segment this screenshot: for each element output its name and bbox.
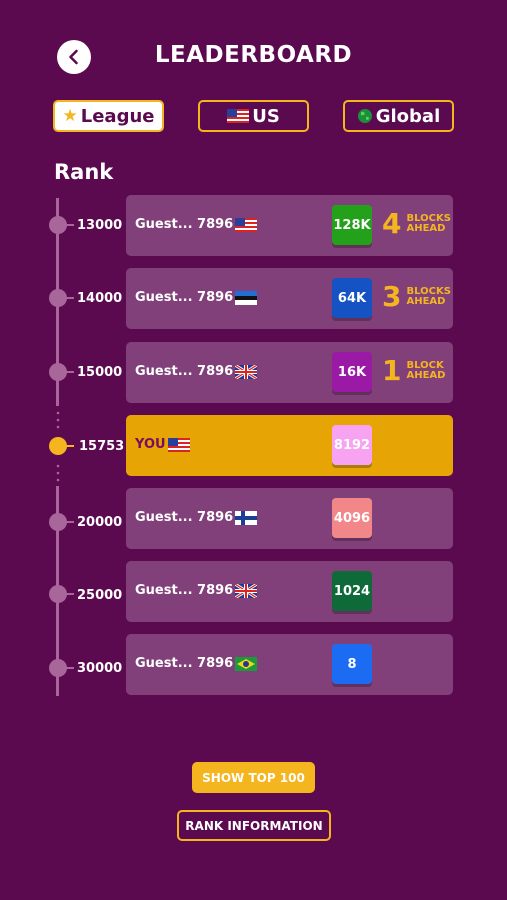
rank-number: 15000: [77, 365, 123, 380]
timeline-tick: [64, 593, 74, 595]
ahead-count: 4: [382, 207, 402, 240]
player-name: Guest... 7896: [135, 583, 258, 598]
player-name: Guest... 7896: [135, 217, 258, 232]
us-flag-icon: [235, 217, 258, 232]
player-label: Guest... 7896: [135, 290, 234, 305]
finland-flag-icon: [235, 510, 258, 525]
tab-label: US: [252, 105, 280, 127]
rank-number: 20000: [77, 515, 123, 530]
player-label: Guest... 7896: [135, 364, 234, 379]
timeline-dot: [49, 289, 67, 307]
score-block: 8: [332, 644, 372, 684]
player-name: YOU: [135, 437, 190, 452]
ahead-count: 1: [382, 354, 402, 387]
timeline-tick: [64, 371, 74, 373]
score-block: 8192: [332, 425, 372, 465]
ahead-count: 3: [382, 280, 402, 313]
score-block: 128K: [332, 205, 372, 245]
player-label: Guest... 7896: [135, 217, 234, 232]
estonia-flag-icon: [235, 290, 258, 305]
timeline-dot: [49, 513, 67, 531]
timeline-dot: [49, 659, 67, 677]
timeline-tick: [64, 667, 74, 669]
rank-number: 25000: [77, 588, 123, 603]
player-name: Guest... 7896: [135, 290, 258, 305]
leaderboard-row[interactable]: Guest... 7896 4096: [126, 488, 453, 549]
timeline-tick: [64, 224, 74, 226]
rank-number: 30000: [77, 661, 123, 676]
uk-flag-icon: [235, 364, 258, 379]
rank-number: 14000: [77, 291, 123, 306]
player-name: Guest... 7896: [135, 364, 258, 379]
score-block: 4096: [332, 498, 372, 538]
score-block: 16K: [332, 352, 372, 392]
ahead-label: BLOCKS AHEAD: [406, 213, 451, 234]
ahead-label: BLOCKS AHEAD: [406, 286, 451, 307]
timeline-dot: [49, 363, 67, 381]
timeline-dot: [49, 216, 67, 234]
ahead-label: BLOCK AHEAD: [406, 360, 446, 381]
uk-flag-icon: [235, 583, 258, 598]
globe-icon: [357, 109, 372, 123]
leaderboard-row[interactable]: Guest... 7896 8: [126, 634, 453, 695]
tab-league[interactable]: ★ League: [53, 100, 164, 132]
show-top-100-button[interactable]: SHOW TOP 100: [192, 762, 315, 793]
rank-number: 13000: [77, 218, 123, 233]
leaderboard-row[interactable]: Guest... 7896 64K 3 BLOCKS AHEAD: [126, 268, 453, 329]
timeline-tick: [64, 521, 74, 523]
rank-information-button[interactable]: RANK INFORMATION: [177, 810, 331, 841]
chevron-left-icon: [69, 49, 78, 65]
player-name: Guest... 7896: [135, 510, 258, 525]
player-label: YOU: [135, 437, 166, 452]
blocks-ahead: 1 BLOCK AHEAD: [382, 357, 450, 385]
leaderboard-row[interactable]: Guest... 7896 16K 1 BLOCK AHEAD: [126, 342, 453, 403]
player-name: Guest... 7896: [135, 656, 258, 671]
score-block: 1024: [332, 571, 372, 611]
us-flag-icon: [227, 109, 250, 123]
timeline-tick: [64, 445, 74, 447]
timeline-dotted: [56, 411, 60, 482]
blocks-ahead: 3 BLOCKS AHEAD: [382, 280, 451, 313]
player-label: Guest... 7896: [135, 510, 234, 525]
timeline-dot-you: [49, 437, 67, 455]
tab-label: Global: [375, 105, 441, 127]
timeline-dot: [49, 585, 67, 603]
leaderboard-row-you[interactable]: YOU 8192: [126, 415, 453, 476]
back-button[interactable]: [57, 40, 91, 74]
rank-number: 15753: [79, 439, 125, 454]
player-label: Guest... 7896: [135, 656, 234, 671]
timeline-tick: [64, 297, 74, 299]
blocks-ahead: 4 BLOCKS AHEAD: [382, 207, 451, 240]
star-icon: ★: [62, 106, 78, 126]
tab-label: League: [80, 105, 155, 127]
brazil-flag-icon: [235, 656, 258, 671]
score-block: 64K: [332, 278, 372, 318]
leaderboard-row[interactable]: Guest... 7896 128K 4 BLOCKS AHEAD: [126, 195, 453, 256]
tab-us[interactable]: US: [198, 100, 309, 132]
page-title: LEADERBOARD: [154, 42, 353, 68]
rank-heading: Rank: [54, 160, 114, 184]
leaderboard-row[interactable]: Guest... 7896 1024: [126, 561, 453, 622]
player-label: Guest... 7896: [135, 583, 234, 598]
us-flag-icon: [167, 437, 190, 452]
tab-global[interactable]: Global: [343, 100, 454, 132]
